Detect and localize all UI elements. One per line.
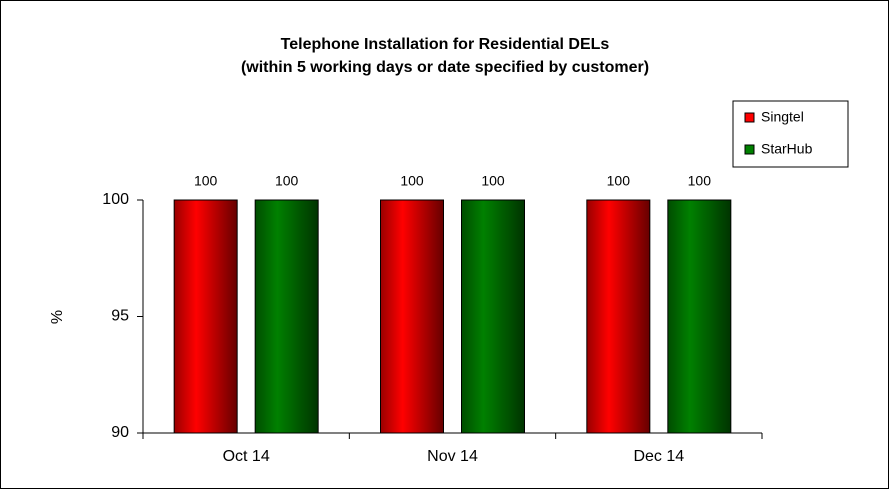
value-label: 100 [688,173,712,189]
legend-label: Singtel [761,109,804,125]
bar [173,199,238,434]
y-axis-label: % [49,310,66,324]
x-tick-label: Oct 14 [223,448,270,465]
legend-swatch [744,112,755,123]
x-tick-label: Nov 14 [427,448,478,465]
bar [461,199,525,434]
bar [586,199,651,434]
bar [380,199,444,434]
legend-label: StarHub [761,141,813,157]
y-tick-label: 90 [111,424,129,441]
legend-swatch [744,144,755,155]
value-label: 100 [607,173,631,189]
value-label: 100 [275,173,299,189]
value-label: 100 [400,173,424,189]
x-tick-label: Dec 14 [633,448,684,465]
legend-box [732,100,849,168]
chart-subtitle: (within 5 working days or date specified… [241,59,649,76]
value-label: 100 [194,173,218,189]
value-label: 100 [481,173,505,189]
bar [667,199,732,434]
bar [254,199,319,434]
y-tick-label: 100 [102,191,129,208]
chart-title: Telephone Installation for Residential D… [281,36,610,53]
y-tick-label: 95 [111,308,129,325]
